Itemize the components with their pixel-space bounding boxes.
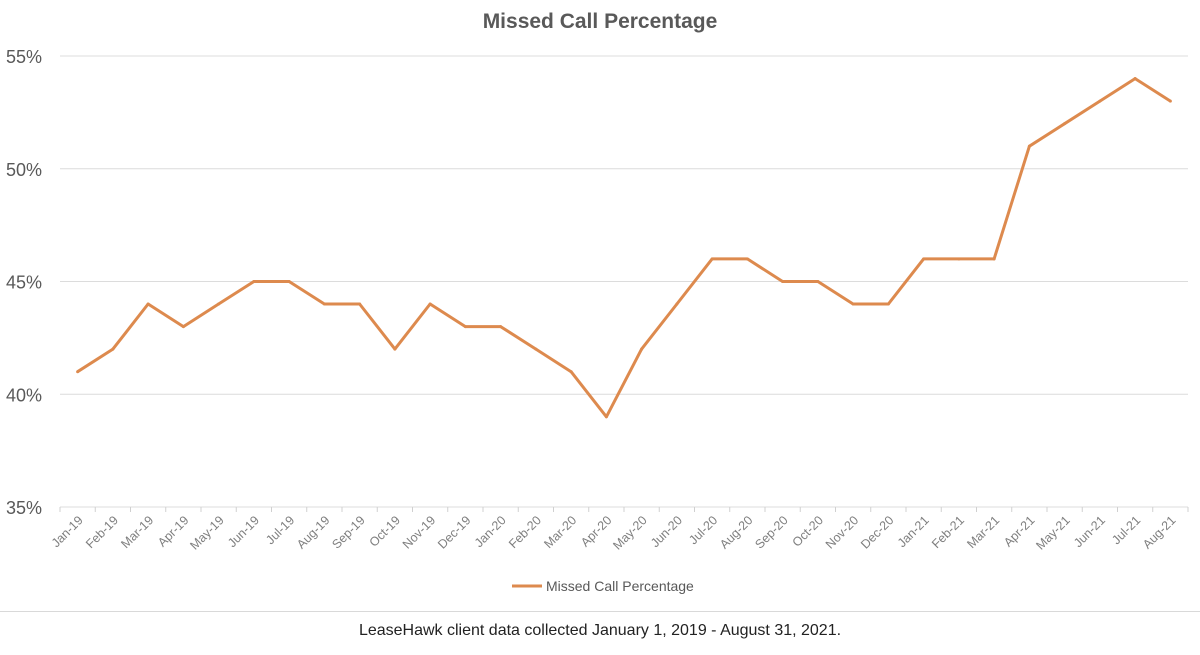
x-tick-label: Feb-19 (83, 513, 121, 551)
x-tick-label: Apr-20 (578, 513, 614, 549)
y-tick-label: 45% (6, 273, 42, 293)
data-point (181, 325, 185, 329)
data-point (957, 257, 961, 261)
y-tick-label: 40% (6, 385, 42, 405)
x-tick-label: Jun-19 (225, 513, 262, 550)
data-point (217, 302, 221, 306)
x-tick-label: Dec-19 (435, 513, 473, 551)
data-point (252, 280, 256, 283)
data-point (816, 280, 820, 283)
data-point (1133, 77, 1137, 81)
data-point (992, 257, 996, 261)
x-tick-label: Jul-19 (263, 513, 297, 547)
x-tick-label: Dec-20 (858, 513, 896, 551)
x-tick-label: Feb-21 (929, 513, 967, 551)
caption: LeaseHawk client data collected January … (358, 622, 842, 639)
x-tick-label: Oct-19 (367, 513, 403, 549)
data-point (745, 257, 749, 261)
data-point (886, 302, 890, 306)
data-point (322, 302, 326, 306)
x-tick-label: Jul-21 (1109, 513, 1143, 547)
x-tick-label: Aug-20 (717, 513, 755, 551)
x-tick-label: Apr-21 (1001, 513, 1037, 549)
divider (0, 611, 1200, 612)
data-point (428, 302, 432, 306)
data-point (1027, 144, 1031, 148)
data-point (710, 257, 714, 261)
x-tick-label: Nov-19 (400, 513, 438, 551)
data-point (146, 302, 150, 306)
x-tick-label: Mar-20 (541, 513, 579, 551)
data-point (287, 280, 291, 283)
data-point (851, 302, 855, 306)
data-point (1063, 122, 1067, 126)
data-point (393, 347, 397, 351)
x-tick-label: Aug-21 (1140, 513, 1178, 551)
y-tick-label: 50% (6, 160, 42, 180)
x-tick-label: May-20 (610, 513, 649, 552)
data-point (463, 325, 467, 329)
x-tick-label: May-21 (1033, 513, 1072, 552)
data-point (76, 370, 80, 374)
x-tick-label: Jun-20 (648, 513, 685, 550)
legend-label: Missed Call Percentage (546, 578, 694, 594)
data-point (569, 370, 573, 374)
data-point (675, 302, 679, 306)
y-tick-label: 55% (6, 47, 42, 67)
series-line (76, 77, 1172, 419)
x-tick-label: Mar-19 (118, 513, 156, 551)
data-point (1168, 99, 1172, 103)
x-tick-label: Sep-20 (752, 513, 790, 551)
data-point (534, 347, 538, 351)
data-point (111, 347, 115, 351)
x-tick-label: Jun-21 (1071, 513, 1108, 550)
data-point (640, 347, 644, 351)
y-tick-label: 35% (6, 498, 42, 518)
data-point (781, 280, 785, 283)
data-point (604, 415, 608, 419)
line-chart: 35%40%45%50%55%Jan-19Feb-19Mar-19Apr-19M… (6, 47, 1189, 594)
data-point (358, 302, 362, 306)
x-tick-label: Oct-20 (790, 513, 826, 549)
x-tick-label: May-19 (187, 513, 226, 552)
chart-title: Missed Call Percentage (482, 10, 718, 33)
x-tick-label: Aug-19 (294, 513, 332, 551)
x-tick-label: Jan-20 (472, 513, 509, 550)
data-point (499, 325, 503, 329)
x-tick-label: Mar-21 (964, 513, 1002, 551)
x-tick-label: Jan-19 (49, 513, 86, 550)
x-tick-label: Jul-20 (686, 513, 720, 547)
x-tick-label: Apr-19 (155, 513, 191, 549)
data-point (922, 257, 926, 261)
x-tick-label: Feb-20 (506, 513, 544, 551)
x-tick-label: Sep-19 (329, 513, 367, 551)
data-point (1098, 99, 1102, 103)
x-tick-label: Nov-20 (823, 513, 861, 551)
x-tick-label: Jan-21 (895, 513, 932, 550)
